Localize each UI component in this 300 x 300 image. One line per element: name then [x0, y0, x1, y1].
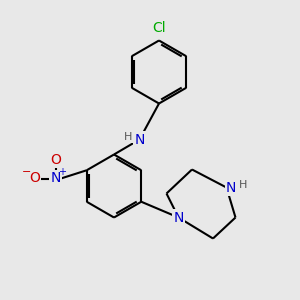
Text: N: N [226, 181, 236, 194]
Text: H: H [124, 132, 132, 142]
Text: +: + [58, 167, 66, 177]
Text: H: H [239, 180, 247, 190]
Text: O: O [29, 172, 40, 185]
Text: O: O [50, 153, 61, 167]
Text: N: N [173, 211, 184, 224]
Text: N: N [134, 133, 145, 146]
Text: −: − [21, 167, 31, 177]
Text: N: N [50, 172, 61, 185]
Text: Cl: Cl [152, 21, 166, 35]
